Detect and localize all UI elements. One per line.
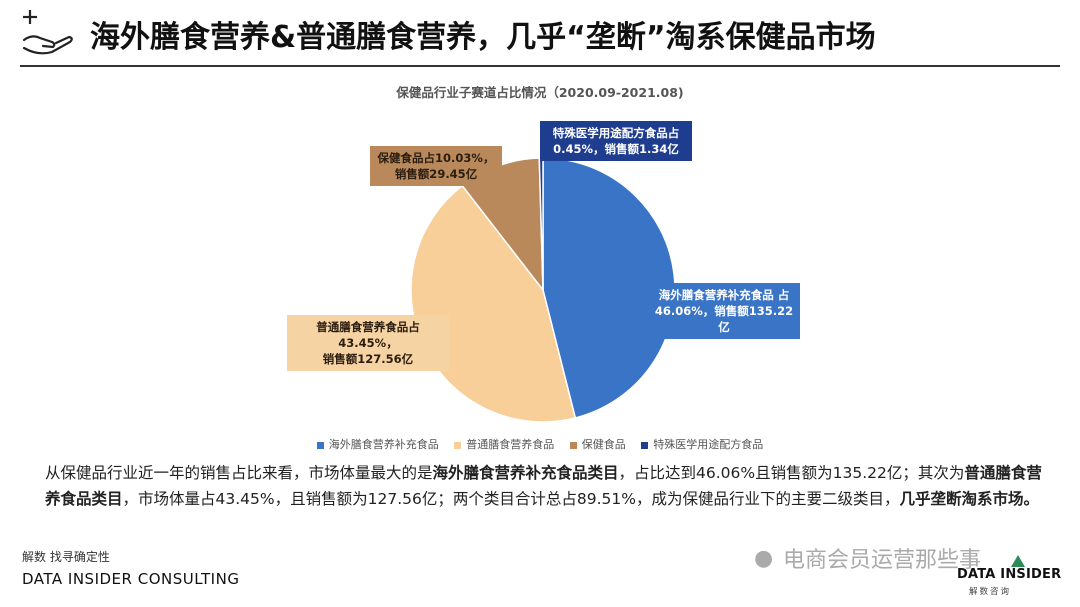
legend-label: 普通膳食营养食品	[466, 438, 555, 451]
chart-title: 保健品行业子赛道占比情况（2020.09-2021.08)	[396, 85, 684, 100]
data-label-line: 0.45%，销售额1.34亿	[553, 142, 679, 156]
legend-item: 保健食品	[569, 436, 626, 452]
data-label-line: 46.06%，销售额135.22亿	[654, 304, 794, 334]
data-label-line: 海外膳食营养补充食品 占	[658, 288, 790, 302]
data-label-special-medical: 特殊医学用途配方食品占 0.45%，销售额1.34亿	[540, 121, 692, 161]
footer-company: DATA INSIDER CONSULTING	[22, 570, 240, 588]
pie-slice-overseas-supplement	[542, 157, 676, 419]
data-label-line: 保健食品占10.03%，	[377, 151, 495, 165]
legend-swatch	[316, 441, 324, 449]
legend-item: 特殊医学用途配方食品	[641, 436, 763, 452]
legend-label: 保健食品	[581, 438, 626, 451]
data-label-health-food: 保健食品占10.03%， 销售额29.45亿	[370, 146, 502, 186]
data-label-regular-nutrition: 普通膳食营养食品占43.45%， 销售额127.56亿	[287, 315, 449, 371]
legend-item: 海外膳食营养补充食品	[316, 436, 439, 452]
summary-emphasis: 几乎垄断淘系市场。	[899, 490, 1039, 508]
legend-swatch	[569, 441, 577, 449]
summary-emphasis: 海外膳食营养补充食品类目	[432, 464, 619, 482]
summary-text: ，占比达到46.06%且销售额为135.22亿；其次为	[618, 464, 965, 482]
data-label-overseas-supplement: 海外膳食营养补充食品 占 46.06%，销售额135.22亿	[648, 283, 800, 339]
summary-text: 从保健品行业近一年的销售占比来看，市场体量最大的是	[45, 464, 433, 482]
data-label-line: 普通膳食营养食品占43.45%，	[316, 320, 420, 350]
footer-tagline: 解数 找寻确定性	[22, 550, 110, 564]
legend-label: 海外膳食营养补充食品	[328, 438, 439, 451]
legend-item: 普通膳食营养食品	[454, 436, 554, 452]
legend-label: 特殊医学用途配方食品	[653, 438, 764, 451]
brand-logo-subtitle: 解数咨询	[969, 587, 1012, 597]
watermark-text: 电商会员运营那些事	[783, 548, 982, 573]
data-label-line: 特殊医学用途配方食品占	[552, 126, 680, 140]
logo-mark-icon	[1011, 555, 1025, 567]
page-title: 海外膳食营养&普通膳食营养，几乎“垄断”淘系保健品市场	[90, 20, 876, 55]
legend-swatch	[454, 441, 462, 449]
data-label-line: 销售额29.45亿	[394, 167, 478, 181]
legend-swatch	[641, 441, 649, 449]
summary-text: ，市场体量占43.45%，且销售额为127.56亿；两个类目合计总占89.51%…	[122, 490, 900, 508]
hand-with-plus-icon	[22, 10, 73, 55]
wechat-icon: ●	[754, 546, 774, 571]
data-label-line: 销售额127.56亿	[322, 352, 414, 366]
title-divider	[20, 65, 1060, 67]
chart-legend: 海外膳食营养补充食品 普通膳食营养食品 保健食品 特殊医学用途配方食品	[0, 436, 1080, 452]
summary-emphasis: 普通膳食营养食品类目	[45, 464, 1042, 508]
brand-logo: DATA INSIDER	[957, 567, 1062, 582]
summary-paragraph: 从保健品行业近一年的销售占比来看，市场体量最大的是海外膳食营养补充食品类目，占比…	[45, 460, 1045, 512]
